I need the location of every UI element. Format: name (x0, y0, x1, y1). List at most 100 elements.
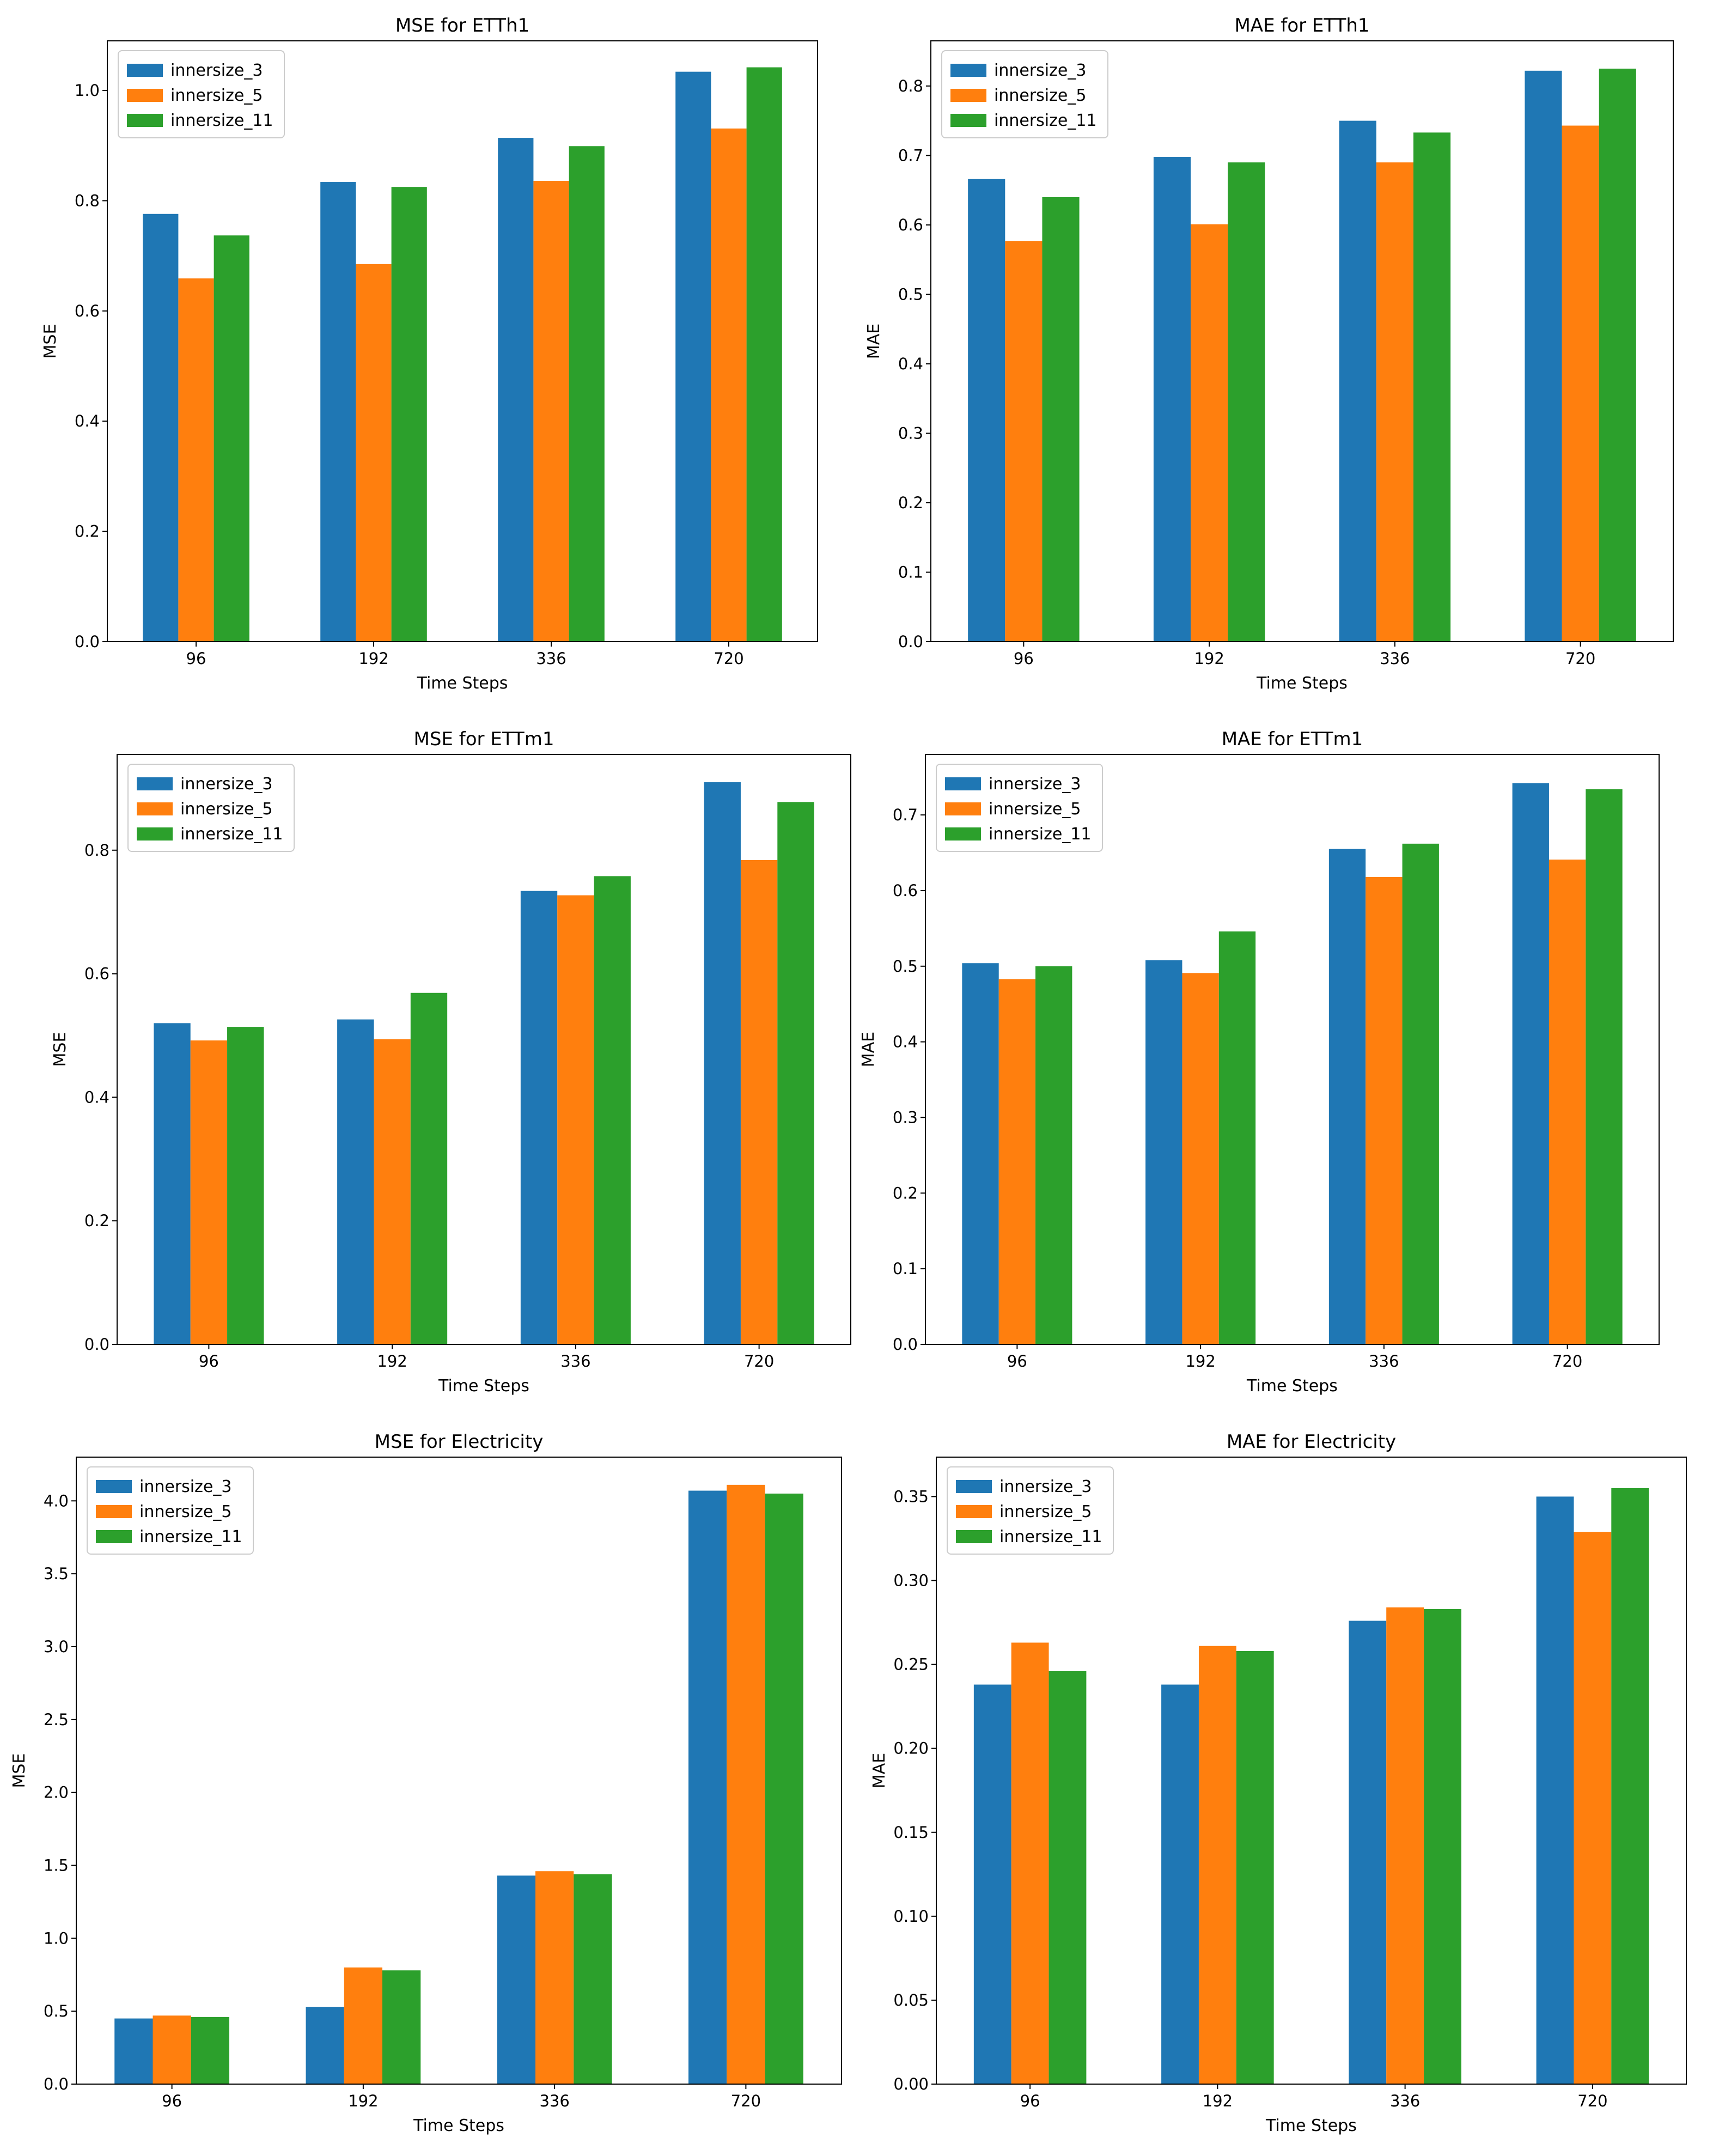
x-axis-label: Time Steps (438, 1377, 529, 1396)
bar-innersize_11-96 (191, 2017, 229, 2084)
bar-innersize_5-96 (1005, 241, 1043, 642)
y-tick-label: 0.35 (893, 1487, 929, 1506)
chart-title: MSE for Electricity (375, 1431, 544, 1453)
bar-innersize_11-336 (1402, 843, 1439, 1344)
legend-label-innersize_5: innersize_5 (999, 1502, 1092, 1521)
y-tick-label: 3.5 (44, 1564, 69, 1583)
legend-swatch-innersize_5 (137, 802, 173, 815)
bar-innersize_5-192 (1191, 224, 1228, 642)
legend-label-innersize_11: innersize_11 (989, 825, 1092, 844)
bar-innersize_11-336 (574, 1874, 612, 2084)
x-tick-label: 720 (714, 649, 743, 668)
bar-innersize_3-96 (143, 214, 179, 642)
legend-label-innersize_3: innersize_3 (180, 775, 272, 794)
x-axis-label: Time Steps (413, 2116, 504, 2135)
legend-swatch-innersize_11 (950, 114, 986, 127)
bar-innersize_3-336 (1339, 120, 1376, 642)
y-tick-label: 0.6 (84, 965, 109, 983)
bar-innersize_5-96 (190, 1040, 228, 1344)
bar-innersize_3-720 (1525, 70, 1562, 642)
bar-innersize_3-96 (114, 2018, 153, 2084)
y-axis-label: MAE (864, 324, 883, 359)
bar-innersize_3-336 (1349, 1621, 1387, 2084)
y-tick-label: 0.8 (75, 191, 100, 210)
y-tick-label: 0.6 (893, 881, 918, 900)
bar-innersize_3-192 (320, 182, 356, 642)
y-tick-label: 0.00 (893, 2075, 929, 2093)
y-axis-label: MSE (51, 1032, 70, 1067)
bar-innersize_3-96 (962, 963, 999, 1344)
y-tick-label: 0.4 (75, 412, 100, 430)
legend: innersize_3 innersize_5 innersize_11 (127, 764, 295, 852)
bar-innersize_11-96 (1049, 1671, 1087, 2084)
legend-label-innersize_11: innersize_11 (999, 1527, 1102, 1546)
y-tick-label: 0.1 (893, 1259, 918, 1278)
x-tick-label: 720 (1552, 1352, 1582, 1371)
bar-innersize_11-192 (410, 992, 448, 1344)
legend-swatch-innersize_11 (945, 827, 981, 841)
y-tick-label: 0.3 (898, 424, 923, 442)
bar-innersize_3-336 (1328, 849, 1366, 1344)
chart-panel-5: 0.0 0.5 1.0 1.5 2.0 2.5 3.0 3.5 4.0 96 192 336 720 MS… (10, 1431, 842, 2135)
chart-title: MAE for ETTh1 (1234, 15, 1369, 36)
legend-swatch-innersize_11 (96, 1530, 132, 1543)
bar-innersize_3-720 (1536, 1496, 1574, 2084)
bar-innersize_5-336 (1366, 876, 1403, 1344)
bar-innersize_5-720 (1562, 125, 1599, 642)
y-tick-label: 0.7 (898, 146, 923, 165)
legend-swatch-innersize_5 (96, 1505, 132, 1518)
bar-innersize_3-336 (498, 138, 534, 642)
x-tick-label: 720 (731, 2092, 761, 2110)
bar-innersize_3-192 (306, 2007, 344, 2084)
x-tick-label: 96 (1007, 1352, 1027, 1371)
bar-innersize_11-336 (1424, 1609, 1461, 2084)
bar-innersize_5-720 (727, 1484, 765, 2084)
bar-innersize_11-96 (1042, 197, 1080, 642)
bar-innersize_5-96 (998, 979, 1036, 1344)
legend-swatch-innersize_5 (950, 89, 986, 102)
y-tick-label: 0.2 (893, 1184, 918, 1202)
x-tick-label: 192 (348, 2092, 378, 2110)
bar-innersize_11-192 (382, 1970, 421, 2084)
y-tick-label: 0.5 (44, 2002, 69, 2020)
x-tick-label: 192 (358, 649, 388, 668)
bar-innersize_11-720 (1586, 789, 1623, 1344)
legend-swatch-innersize_11 (956, 1530, 992, 1543)
y-tick-label: 0.5 (893, 957, 918, 976)
bar-innersize_3-192 (1161, 1684, 1199, 2084)
bar-innersize_11-96 (214, 235, 249, 642)
y-tick-label: 3.0 (44, 1637, 69, 1656)
legend-label-innersize_3: innersize_3 (989, 775, 1081, 794)
legend-swatch-innersize_3 (127, 64, 163, 77)
axes-frame (107, 40, 818, 642)
legend-label-innersize_3: innersize_3 (999, 1477, 1092, 1496)
bar-innersize_5-720 (711, 128, 747, 642)
y-tick-label: 0.6 (75, 302, 100, 320)
y-tick-label: 2.5 (44, 1710, 69, 1729)
bar-innersize_5-336 (535, 1871, 574, 2084)
bar-innersize_11-720 (765, 1493, 803, 2084)
bar-innersize_11-720 (1599, 69, 1636, 642)
legend: innersize_3 innersize_5 innersize_11 (936, 764, 1103, 852)
legend-label-innersize_11: innersize_11 (170, 111, 273, 130)
x-tick-label: 336 (1390, 2092, 1420, 2110)
legend-swatch-innersize_3 (96, 1480, 132, 1493)
bar-innersize_11-96 (227, 1027, 264, 1344)
y-tick-label: 1.0 (75, 81, 100, 100)
legend: innersize_3 innersize_5 innersize_11 (87, 1466, 254, 1555)
x-tick-label: 336 (1380, 649, 1410, 668)
legend-swatch-innersize_3 (956, 1480, 992, 1493)
y-tick-label: 0.0 (44, 2075, 69, 2093)
chart-title: MSE for ETTh1 (395, 15, 529, 36)
bar-innersize_3-192 (337, 1019, 374, 1344)
y-tick-label: 0.30 (893, 1572, 929, 1590)
y-tick-label: 0.4 (893, 1033, 918, 1051)
x-tick-label: 96 (186, 649, 206, 668)
axes-frame (76, 1457, 842, 2085)
axes-frame (117, 754, 851, 1345)
y-tick-label: 0.3 (893, 1108, 918, 1126)
bar-innersize_5-336 (557, 895, 594, 1344)
bar-innersize_5-336 (1386, 1607, 1424, 2084)
chart-panel-2: 0.0 0.1 0.2 0.3 0.4 0.5 0.6 0.7 0.8 96 192 336 720 MA… (864, 15, 1674, 693)
chart-panel-4: 0.0 0.1 0.2 0.3 0.4 0.5 0.6 0.7 96 192 336 720 MAE f… (859, 728, 1660, 1396)
